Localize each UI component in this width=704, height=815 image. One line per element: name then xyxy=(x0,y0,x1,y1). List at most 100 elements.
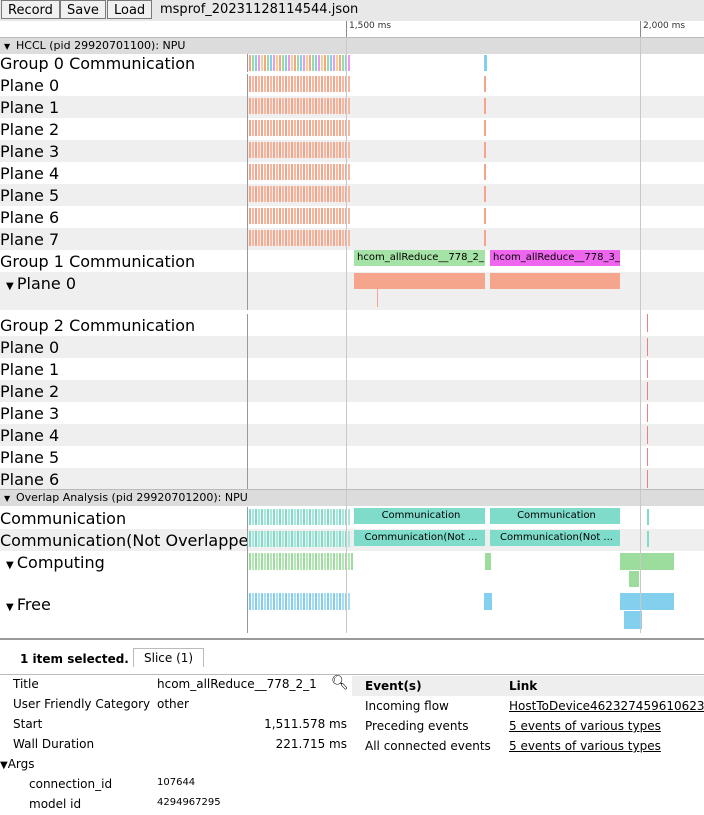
slice[interactable] xyxy=(312,553,314,570)
slice[interactable] xyxy=(276,208,278,224)
slice[interactable] xyxy=(333,164,335,180)
slice[interactable] xyxy=(342,186,344,202)
slice[interactable] xyxy=(297,55,299,71)
slice[interactable] xyxy=(273,164,275,180)
load-button[interactable]: Load xyxy=(107,0,153,19)
slice[interactable] xyxy=(264,98,266,114)
slice[interactable] xyxy=(330,76,332,92)
slice[interactable] xyxy=(279,120,281,136)
track-group2-plane[interactable]: Plane 4 xyxy=(0,424,704,446)
slice[interactable] xyxy=(288,230,290,246)
slice[interactable] xyxy=(291,164,293,180)
slice[interactable] xyxy=(276,120,278,136)
track-group2-plane[interactable]: Plane 5 xyxy=(0,446,704,468)
slice[interactable] xyxy=(258,55,260,71)
search-icon[interactable]: 🔍︎ xyxy=(331,675,349,691)
slice-communication-a[interactable]: Communication xyxy=(354,508,485,524)
slice[interactable] xyxy=(336,76,338,92)
slice[interactable] xyxy=(294,120,296,136)
slice[interactable] xyxy=(249,509,251,525)
slice[interactable] xyxy=(279,553,281,570)
slice[interactable] xyxy=(309,186,311,202)
slice[interactable] xyxy=(255,531,257,547)
slice[interactable] xyxy=(255,230,257,246)
slice[interactable] xyxy=(297,142,299,158)
slice[interactable] xyxy=(273,531,275,547)
slice[interactable] xyxy=(249,230,251,246)
slice-marker[interactable] xyxy=(647,314,648,332)
slice[interactable] xyxy=(267,230,269,246)
slice[interactable] xyxy=(330,120,332,136)
track-area[interactable]: Communication(Not ... Communication(Not … xyxy=(249,529,704,551)
slice[interactable] xyxy=(324,76,326,92)
slice[interactable] xyxy=(321,531,323,547)
slice[interactable] xyxy=(282,593,284,610)
expand-triangle-icon[interactable]: ▼ xyxy=(6,281,17,292)
slice[interactable] xyxy=(249,186,251,202)
slice[interactable] xyxy=(255,186,257,202)
slice[interactable] xyxy=(339,186,341,202)
slice[interactable] xyxy=(333,142,335,158)
slice[interactable] xyxy=(306,208,308,224)
slice[interactable] xyxy=(261,208,263,224)
track-group0-plane[interactable]: Plane 3 xyxy=(0,140,704,162)
slice[interactable] xyxy=(312,120,314,136)
slice[interactable] xyxy=(264,531,266,547)
slice[interactable] xyxy=(629,571,639,587)
slice[interactable] xyxy=(300,531,302,547)
slice[interactable] xyxy=(249,593,251,610)
slice[interactable] xyxy=(484,55,487,71)
slice[interactable] xyxy=(273,553,275,570)
slice[interactable] xyxy=(339,230,341,246)
track-group0[interactable]: Group 0 Communication xyxy=(0,54,704,72)
slice[interactable] xyxy=(348,186,350,202)
slice[interactable] xyxy=(267,76,269,92)
slice[interactable] xyxy=(255,142,257,158)
slice[interactable] xyxy=(315,76,317,92)
slice[interactable] xyxy=(309,509,311,525)
slice[interactable] xyxy=(342,593,344,610)
slice[interactable] xyxy=(321,553,323,570)
slice[interactable] xyxy=(327,142,329,158)
slice[interactable] xyxy=(647,448,648,466)
slice[interactable] xyxy=(276,186,278,202)
slice[interactable] xyxy=(339,142,341,158)
slice[interactable] xyxy=(267,55,269,71)
slice[interactable] xyxy=(249,55,251,71)
slice[interactable] xyxy=(279,76,281,92)
slice[interactable] xyxy=(252,98,254,114)
slice-plane0-b[interactable] xyxy=(490,273,620,289)
slice[interactable] xyxy=(484,208,486,224)
slice[interactable] xyxy=(291,76,293,92)
slice[interactable] xyxy=(309,230,311,246)
track-area[interactable] xyxy=(249,162,704,184)
slice[interactable] xyxy=(273,98,275,114)
slice[interactable] xyxy=(279,230,281,246)
slice[interactable] xyxy=(285,230,287,246)
slice[interactable] xyxy=(309,98,311,114)
track-group0-plane[interactable]: Plane 1 xyxy=(0,96,704,118)
slice[interactable] xyxy=(252,55,254,71)
slice-small[interactable] xyxy=(377,289,378,307)
slice[interactable] xyxy=(297,593,299,610)
slice[interactable] xyxy=(309,120,311,136)
slice[interactable] xyxy=(333,509,335,525)
slice[interactable] xyxy=(261,164,263,180)
track-area[interactable] xyxy=(249,551,704,589)
slice[interactable] xyxy=(324,186,326,202)
slice[interactable] xyxy=(303,509,305,525)
slice[interactable] xyxy=(333,531,335,547)
track-area[interactable] xyxy=(249,54,704,72)
slice[interactable] xyxy=(252,593,254,610)
slice[interactable] xyxy=(333,186,335,202)
incoming-flow-link[interactable]: HostToDevice462327459610623 xyxy=(509,699,704,713)
slice[interactable] xyxy=(318,55,320,71)
slice[interactable] xyxy=(285,98,287,114)
slice[interactable] xyxy=(318,208,320,224)
slice[interactable] xyxy=(306,98,308,114)
slice[interactable] xyxy=(342,142,344,158)
slice[interactable] xyxy=(484,142,486,158)
slice[interactable] xyxy=(315,98,317,114)
slice[interactable] xyxy=(252,230,254,246)
slice[interactable] xyxy=(270,553,272,570)
